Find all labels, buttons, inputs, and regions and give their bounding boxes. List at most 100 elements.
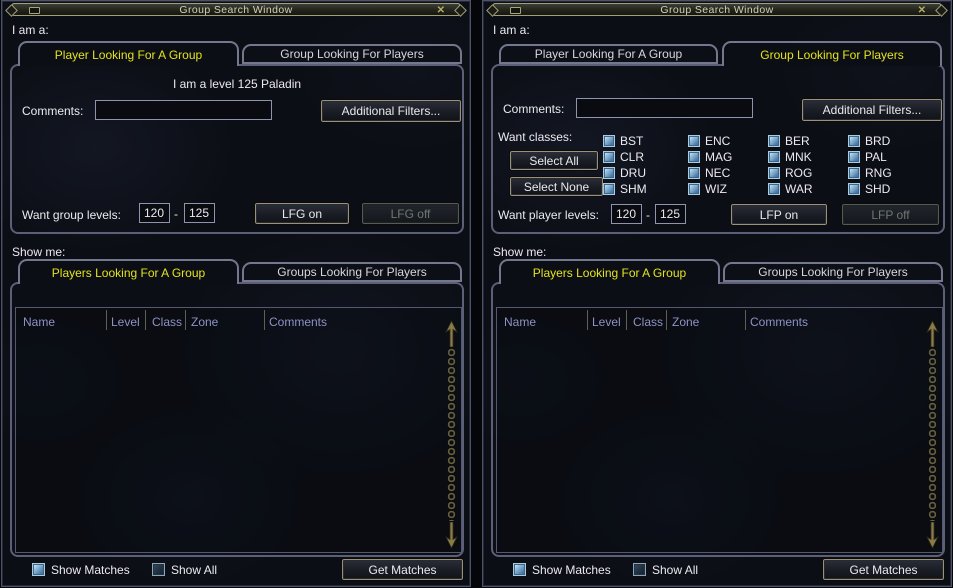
additional-filters-button[interactable]: Additional Filters... [801,98,943,122]
col-header-comments[interactable]: Comments [269,315,328,329]
class-checkbox[interactable] [768,135,780,147]
tab-player-looking-for-group[interactable]: Player Looking For A Group [499,44,718,64]
class-checkbox[interactable] [688,151,700,163]
class-checkbox[interactable] [603,151,615,163]
class-option-rng[interactable]: RNG [848,165,928,181]
group-search-window-lfp: Group Search Window ✕ I am a: Player Loo… [482,0,952,587]
column-divider [264,310,265,330]
scroll-down-icon[interactable] [926,522,939,549]
additional-filters-button[interactable]: Additional Filters... [320,99,462,123]
class-label: WIZ [705,182,727,196]
tab-player-looking-for-group[interactable]: Player Looking For A Group [18,41,239,66]
close-icon[interactable]: ✕ [436,5,445,16]
class-checkbox[interactable] [603,135,615,147]
class-label: DRU [620,166,646,180]
comments-input[interactable] [576,98,753,118]
col-header-class[interactable]: Class [152,315,183,329]
vertical-scrollbar[interactable] [925,320,940,549]
class-option-dru[interactable]: DRU [603,165,688,181]
level-min-input[interactable] [611,204,642,224]
class-checkbox[interactable] [848,135,860,147]
class-checkbox[interactable] [768,151,780,163]
class-option-shd[interactable]: SHD [848,181,928,197]
scroll-down-icon[interactable] [445,522,458,549]
select-all-button[interactable]: Select All [509,150,599,171]
group-search-window-lfg: Group Search Window ✕ I am a: Player Loo… [1,0,471,587]
i-am-a-label: I am a: [12,23,49,37]
col-header-zone[interactable]: Zone [191,315,219,329]
level-max-input[interactable] [184,203,215,223]
class-option-pal[interactable]: PAL [848,149,928,165]
class-checkbox[interactable] [688,167,700,179]
class-option-ber[interactable]: BER [768,133,848,149]
comments-input[interactable] [95,100,272,120]
close-icon[interactable]: ✕ [917,5,926,16]
col-header-class[interactable]: Class [633,315,664,329]
tab-players-looking-for-group[interactable]: Players Looking For A Group [499,259,720,284]
show-matches-checkbox[interactable] [32,563,45,576]
level-min-input[interactable] [139,203,170,223]
col-header-level[interactable]: Level [592,315,621,329]
titlebar-gadget-icon[interactable] [29,7,40,14]
class-checkbox[interactable] [688,135,700,147]
vertical-scrollbar[interactable] [444,320,459,549]
col-header-zone[interactable]: Zone [672,315,700,329]
class-checkbox[interactable] [768,167,780,179]
class-option-clr[interactable]: CLR [603,149,688,165]
class-option-mag[interactable]: MAG [688,149,768,165]
lfg-on-button[interactable]: LFG on [254,202,350,225]
comments-label: Comments: [503,102,565,116]
class-option-nec[interactable]: NEC [688,165,768,181]
col-header-comments[interactable]: Comments [750,315,809,329]
scrollbar-track[interactable] [447,348,456,521]
class-option-mnk[interactable]: MNK [768,149,848,165]
show-all-checkbox[interactable] [152,563,165,576]
class-checkbox[interactable] [848,151,860,163]
tab-groups-looking-for-players[interactable]: Groups Looking For Players [242,262,462,282]
col-header-name[interactable]: Name [504,315,537,329]
class-label: WAR [785,182,813,196]
select-none-button[interactable]: Select None [509,176,604,197]
class-label: BER [785,134,810,148]
class-option-enc[interactable]: ENC [688,133,768,149]
get-matches-button[interactable]: Get Matches [341,558,464,581]
class-checkbox[interactable] [848,183,860,195]
class-option-rog[interactable]: ROG [768,165,848,181]
class-checkbox[interactable] [848,167,860,179]
get-matches-button[interactable]: Get Matches [822,558,945,581]
class-checkbox[interactable] [768,183,780,195]
titlebar[interactable]: Group Search Window ✕ [486,3,948,17]
show-matches-checkbox[interactable] [513,563,526,576]
class-option-brd[interactable]: BRD [848,133,928,149]
results-list[interactable]: Name Level Class Zone Comments [496,307,943,553]
lfp-panel [491,64,945,234]
lfp-on-button[interactable]: LFP on [730,203,828,226]
tab-group-looking-for-players[interactable]: Group Looking For Players [722,41,942,66]
scroll-up-icon[interactable] [445,320,458,347]
column-divider [106,310,107,330]
tab-group-looking-for-players[interactable]: Group Looking For Players [242,44,462,64]
class-option-shm[interactable]: SHM [603,181,688,197]
class-option-war[interactable]: WAR [768,181,848,197]
class-option-wiz[interactable]: WIZ [688,181,768,197]
lfp-off-button[interactable]: LFP off [841,203,940,226]
class-label: RNG [865,166,892,180]
class-option-bst[interactable]: BST [603,133,688,149]
scroll-up-icon[interactable] [926,320,939,347]
class-label: BST [620,134,644,148]
class-checkbox[interactable] [603,183,615,195]
titlebar[interactable]: Group Search Window ✕ [5,3,467,17]
tab-players-looking-for-group[interactable]: Players Looking For A Group [18,259,239,284]
results-list[interactable]: Name Level Class Zone Comments [15,307,462,553]
titlebar-gadget-icon[interactable] [510,7,521,14]
col-header-level[interactable]: Level [111,315,140,329]
lfg-off-button[interactable]: LFG off [361,202,460,225]
class-checkbox-grid: BST CLR DRU SHM ENC MAG NEC WIZ BER MNK … [603,133,933,197]
class-checkbox[interactable] [688,183,700,195]
col-header-name[interactable]: Name [23,315,56,329]
scrollbar-track[interactable] [928,348,937,521]
tab-groups-looking-for-players[interactable]: Groups Looking For Players [723,262,943,282]
class-checkbox[interactable] [603,167,615,179]
level-max-input[interactable] [655,204,686,224]
show-all-checkbox[interactable] [633,563,646,576]
